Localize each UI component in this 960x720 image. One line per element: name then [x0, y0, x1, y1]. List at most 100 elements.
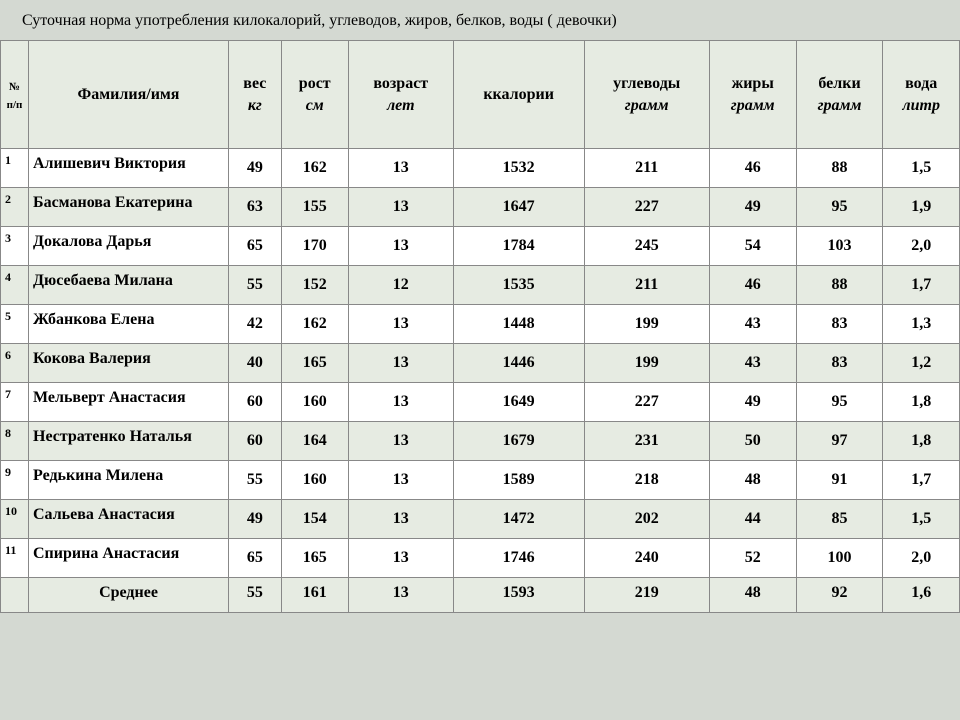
cell-carbs: 227 [584, 383, 709, 422]
cell-water: 1,2 [883, 344, 960, 383]
cell-protein: 85 [796, 500, 883, 539]
cell-height: 154 [281, 500, 348, 539]
cell-name: Басманова Екатерина [29, 188, 229, 227]
cell-age: 12 [348, 266, 453, 305]
cell-fat: 52 [709, 539, 796, 578]
cell-age: 13 [348, 461, 453, 500]
cell-carbs: 211 [584, 266, 709, 305]
cell-carbs: 231 [584, 422, 709, 461]
average-row: Среднее5516113159321948921,6 [1, 578, 960, 613]
cell-carbs: 227 [584, 188, 709, 227]
cell-fat: 48 [709, 578, 796, 613]
table-row: 2Басманова Екатерина6315513164722749951,… [1, 188, 960, 227]
cell-age: 13 [348, 227, 453, 266]
cell-fat: 43 [709, 305, 796, 344]
cell-protein: 88 [796, 149, 883, 188]
cell-name: Нестратенко Наталья [29, 422, 229, 461]
nutrition-table: № п/п Фамилия/имя вес кг рост см возраст… [0, 40, 960, 613]
cell-height: 165 [281, 539, 348, 578]
cell-fat: 54 [709, 227, 796, 266]
cell-height: 152 [281, 266, 348, 305]
cell-height: 160 [281, 383, 348, 422]
cell-age: 13 [348, 500, 453, 539]
cell-fat: 50 [709, 422, 796, 461]
cell-protein: 91 [796, 461, 883, 500]
cell-fat: 49 [709, 188, 796, 227]
cell-age: 13 [348, 383, 453, 422]
table-row: 8Нестратенко Наталья6016413167923150971,… [1, 422, 960, 461]
col-kcal: ккалории [453, 41, 584, 149]
cell-weight: 65 [229, 539, 282, 578]
cell-weight: 55 [229, 578, 282, 613]
cell-number: 11 [1, 539, 29, 578]
cell-kcal: 1589 [453, 461, 584, 500]
cell-kcal: 1532 [453, 149, 584, 188]
table-row: 11Спирина Анастасия65165131746240521002,… [1, 539, 960, 578]
table-row: 1Алишевич Виктория4916213153221146881,5 [1, 149, 960, 188]
cell-protein: 83 [796, 344, 883, 383]
cell-protein: 100 [796, 539, 883, 578]
cell-number: 9 [1, 461, 29, 500]
table-row: 9Редькина Милена5516013158921848911,7 [1, 461, 960, 500]
cell-weight: 55 [229, 266, 282, 305]
cell-number: 7 [1, 383, 29, 422]
col-height: рост см [281, 41, 348, 149]
cell-weight: 49 [229, 500, 282, 539]
cell-age: 13 [348, 149, 453, 188]
cell-weight: 55 [229, 461, 282, 500]
cell-number [1, 578, 29, 613]
cell-number: 1 [1, 149, 29, 188]
cell-fat: 43 [709, 344, 796, 383]
cell-age: 13 [348, 188, 453, 227]
cell-water: 1,7 [883, 266, 960, 305]
cell-fat: 44 [709, 500, 796, 539]
cell-weight: 40 [229, 344, 282, 383]
cell-kcal: 1679 [453, 422, 584, 461]
cell-carbs: 218 [584, 461, 709, 500]
cell-protein: 97 [796, 422, 883, 461]
cell-weight: 49 [229, 149, 282, 188]
cell-protein: 88 [796, 266, 883, 305]
cell-number: 2 [1, 188, 29, 227]
col-number: № п/п [1, 41, 29, 149]
cell-weight: 60 [229, 383, 282, 422]
cell-fat: 46 [709, 266, 796, 305]
table-row: 4Дюсебаева Милана5515212153521146881,7 [1, 266, 960, 305]
cell-name: Жбанкова Елена [29, 305, 229, 344]
cell-water: 1,8 [883, 422, 960, 461]
cell-fat: 48 [709, 461, 796, 500]
cell-kcal: 1446 [453, 344, 584, 383]
cell-age: 13 [348, 422, 453, 461]
cell-kcal: 1593 [453, 578, 584, 613]
cell-water: 1,5 [883, 500, 960, 539]
cell-name: Сальева Анастасия [29, 500, 229, 539]
col-name: Фамилия/имя [29, 41, 229, 149]
cell-weight: 65 [229, 227, 282, 266]
cell-carbs: 240 [584, 539, 709, 578]
cell-age: 13 [348, 344, 453, 383]
cell-height: 162 [281, 149, 348, 188]
cell-kcal: 1647 [453, 188, 584, 227]
cell-water: 1,9 [883, 188, 960, 227]
cell-kcal: 1784 [453, 227, 584, 266]
table-row: 3Докалова Дарья65170131784245541032,0 [1, 227, 960, 266]
header-row: № п/п Фамилия/имя вес кг рост см возраст… [1, 41, 960, 149]
cell-kcal: 1649 [453, 383, 584, 422]
col-age: возраст лет [348, 41, 453, 149]
cell-water: 1,8 [883, 383, 960, 422]
cell-number: 4 [1, 266, 29, 305]
cell-weight: 42 [229, 305, 282, 344]
cell-average-label: Среднее [29, 578, 229, 613]
cell-kcal: 1448 [453, 305, 584, 344]
cell-water: 2,0 [883, 539, 960, 578]
cell-water: 1,3 [883, 305, 960, 344]
cell-name: Редькина Милена [29, 461, 229, 500]
cell-number: 8 [1, 422, 29, 461]
cell-name: Кокова Валерия [29, 344, 229, 383]
cell-number: 6 [1, 344, 29, 383]
cell-height: 161 [281, 578, 348, 613]
cell-height: 164 [281, 422, 348, 461]
cell-fat: 49 [709, 383, 796, 422]
cell-carbs: 199 [584, 305, 709, 344]
cell-name: Докалова Дарья [29, 227, 229, 266]
